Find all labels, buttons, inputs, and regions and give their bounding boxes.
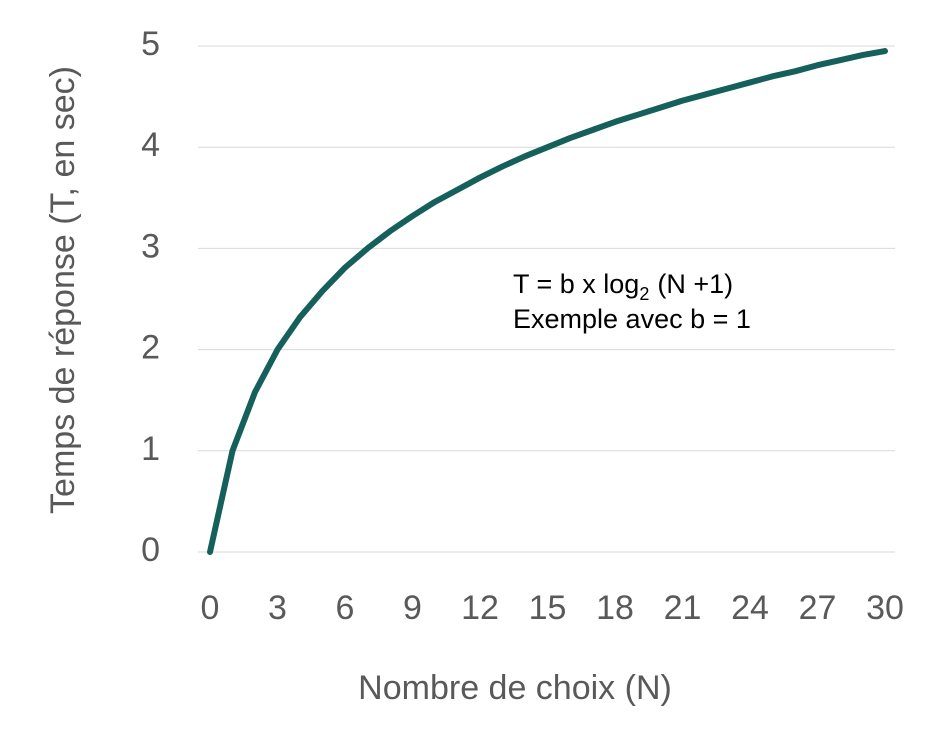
x-tick-label: 9: [403, 589, 422, 627]
y-axis-label: Temps de réponse (T, en sec): [44, 66, 82, 514]
y-tick-label: 1: [141, 430, 160, 468]
formula-subscript: 2: [639, 284, 649, 304]
x-tick-label: 12: [461, 589, 499, 627]
y-tick-label: 5: [141, 25, 160, 63]
x-tick-label: 15: [529, 589, 567, 627]
x-tick-label: 3: [268, 589, 287, 627]
x-tick-label: 27: [799, 589, 837, 627]
formula-text: (N +1): [657, 269, 733, 299]
x-axis-label: Nombre de choix (N): [358, 669, 672, 707]
annotation-note: Exemple avec b = 1: [513, 304, 751, 334]
y-tick-label: 4: [141, 126, 160, 164]
line: [207, 48, 888, 555]
x-tick-label: 30: [866, 589, 904, 627]
x-tick-label: 6: [336, 589, 355, 627]
x-tick-label: 24: [731, 589, 769, 627]
x-tick-label: 0: [201, 589, 220, 627]
y-tick-label: 3: [141, 227, 160, 265]
y-tick-label: 2: [141, 329, 160, 367]
x-tick-label: 18: [596, 589, 634, 627]
y-tick-label: 0: [141, 531, 160, 569]
formula: T = b x log2 (N +1): [513, 269, 733, 304]
x-tick-label: 21: [664, 589, 702, 627]
formula-text: T = b x log: [513, 269, 639, 299]
